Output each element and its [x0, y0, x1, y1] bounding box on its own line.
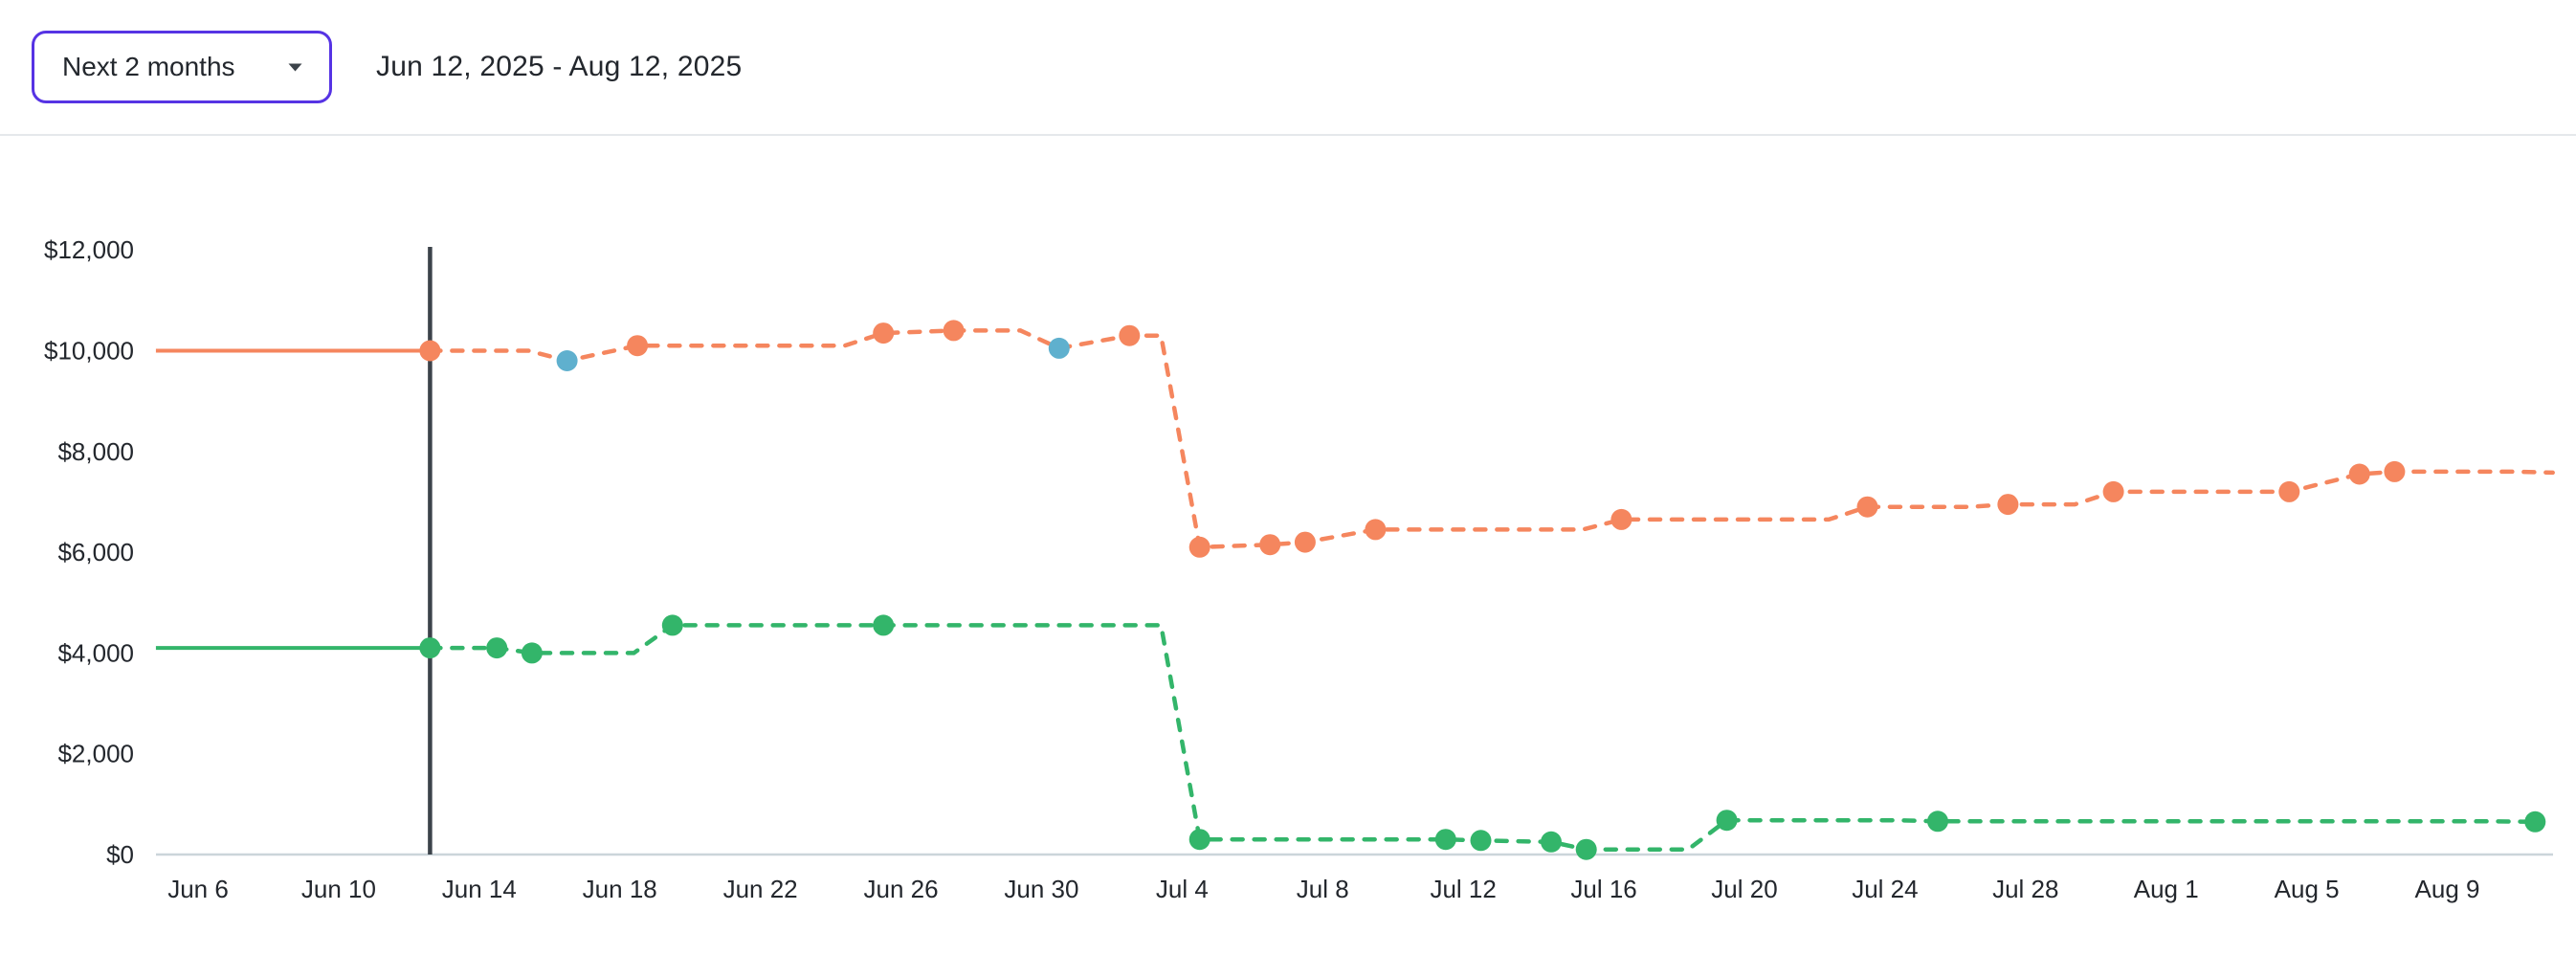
orange-point-dot[interactable]	[2348, 463, 2370, 485]
orange-forecast-line	[428, 328, 2555, 550]
x-axis-tick-label: Jul 4	[1156, 875, 1209, 903]
green-point-dot[interactable]	[873, 614, 895, 636]
orange-point-dot[interactable]	[627, 335, 649, 357]
chart-header: Next 2 months Jun 12, 2025 - Aug 12, 202…	[0, 0, 2576, 136]
x-axis-tick-label: Jul 20	[1711, 875, 1777, 903]
orange-point-dot[interactable]	[2102, 480, 2124, 502]
highlight-point-dot[interactable]	[1048, 337, 1070, 359]
y-axis-tick-label: $10,000	[44, 337, 134, 366]
chart-canvas: $0 $2,000 $4,000 $6,000 $8,000 $10,000 $12,000…	[44, 235, 2555, 903]
selected-date-range-label: Jun 12, 2025 - Aug 12, 2025	[376, 51, 743, 82]
x-axis-tick-label: Jul 8	[1297, 875, 1349, 903]
x-axis-tick-label: Jun 26	[864, 875, 939, 903]
orange-point-dot[interactable]	[2278, 480, 2300, 502]
orange-point-dot[interactable]	[1259, 534, 1281, 556]
orange-point-dot[interactable]	[873, 322, 895, 344]
orange-point-dot[interactable]	[1610, 508, 1632, 530]
orange-point-dot[interactable]	[1119, 324, 1141, 346]
x-axis-tick-label: Jun 18	[583, 875, 657, 903]
green-point-dot[interactable]	[1716, 810, 1738, 832]
green-point-dot[interactable]	[1188, 829, 1210, 851]
chevron-down-icon	[288, 63, 302, 71]
x-axis-tick-label: Aug 9	[2415, 875, 2480, 903]
orange-point-dot[interactable]	[2384, 460, 2406, 482]
orange-point-dot[interactable]	[1365, 519, 1387, 541]
green-forecast-line	[428, 623, 2538, 852]
green-point-dot[interactable]	[486, 637, 508, 659]
cash-flow-forecast-chart: $0 $2,000 $4,000 $6,000 $8,000 $10,000 $12,000…	[0, 136, 2576, 953]
y-axis-tick-label: $4,000	[57, 638, 134, 667]
x-axis-tick-label: Jun 14	[442, 875, 517, 903]
green-point-dot[interactable]	[1541, 831, 1562, 853]
x-axis-tick-label: Jul 24	[1852, 875, 1918, 903]
y-axis-tick-label: $12,000	[44, 235, 134, 264]
y-axis-tick-label: $2,000	[57, 740, 134, 768]
orange-point-dot[interactable]	[1856, 496, 1878, 518]
y-axis-tick-label: $6,000	[57, 538, 134, 566]
orange-point-dot[interactable]	[1188, 536, 1210, 558]
x-axis-tick-label: Jun 6	[167, 875, 229, 903]
x-axis-tick-label: Aug 1	[2134, 875, 2199, 903]
date-range-dropdown[interactable]: Next 2 months	[32, 31, 332, 103]
x-axis-tick-label: Jul 16	[1570, 875, 1636, 903]
x-axis-tick-label: Jul 12	[1430, 875, 1496, 903]
y-axis-tick-label: $0	[106, 840, 134, 869]
x-axis-tick-label: Aug 5	[2275, 875, 2340, 903]
green-point-dot[interactable]	[1575, 838, 1597, 860]
date-range-dropdown-label: Next 2 months	[62, 52, 235, 81]
x-axis-tick-label: Jun 30	[1004, 875, 1078, 903]
green-point-dot[interactable]	[2524, 811, 2546, 833]
green-point-dot[interactable]	[661, 614, 683, 636]
orange-point-dot[interactable]	[1997, 494, 2019, 516]
orange-point-dot[interactable]	[943, 320, 965, 342]
x-axis-tick-label: Jun 10	[301, 875, 376, 903]
green-point-dot[interactable]	[1927, 811, 1948, 833]
highlight-point-dot[interactable]	[556, 350, 578, 371]
green-point-dot[interactable]	[1434, 829, 1456, 851]
green-point-dot[interactable]	[1470, 830, 1492, 852]
green-point-dot[interactable]	[521, 642, 543, 664]
orange-point-dot[interactable]	[1294, 531, 1316, 553]
x-axis-tick-label: Jun 22	[723, 875, 798, 903]
orange-point-dot[interactable]	[419, 340, 441, 362]
y-axis-tick-label: $8,000	[57, 437, 134, 466]
green-point-dot[interactable]	[419, 637, 441, 659]
x-axis-tick-label: Jul 28	[1992, 875, 2058, 903]
